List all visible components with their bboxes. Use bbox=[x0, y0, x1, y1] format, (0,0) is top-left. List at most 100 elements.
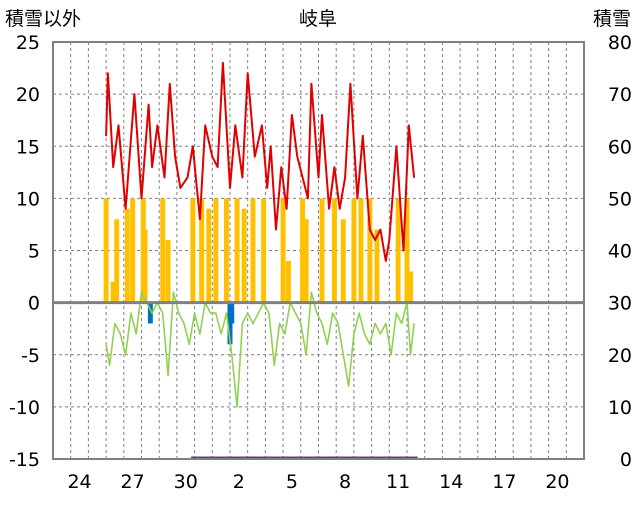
temperature-point bbox=[179, 187, 182, 189]
temperature_change-point bbox=[247, 312, 249, 314]
precipitation-bar bbox=[114, 219, 120, 303]
temperature_change-point bbox=[369, 343, 371, 345]
temperature-point bbox=[344, 176, 346, 179]
precipitation-bar bbox=[367, 198, 373, 303]
temperature-point bbox=[133, 93, 136, 95]
temperature_change-point bbox=[105, 343, 107, 345]
temperature-point bbox=[140, 197, 143, 199]
y-tick-left: -5 bbox=[21, 345, 40, 367]
temperature-point bbox=[151, 166, 153, 168]
temperature-point bbox=[186, 176, 189, 179]
temperature_change-point bbox=[231, 354, 233, 356]
temperature-point bbox=[247, 72, 249, 74]
temperature-point bbox=[413, 176, 415, 179]
temperature-point bbox=[222, 62, 224, 64]
temperature_change-point bbox=[390, 354, 392, 356]
precipitation-bar bbox=[165, 240, 171, 303]
temperature-point bbox=[163, 176, 166, 179]
temperature_change-point bbox=[162, 312, 164, 314]
precipitation-bar bbox=[303, 219, 309, 303]
temperature-point bbox=[105, 135, 107, 137]
temperature-point bbox=[174, 156, 176, 158]
x-tick: 30 bbox=[174, 471, 198, 493]
temperature-point bbox=[379, 229, 382, 231]
x-tick: 17 bbox=[492, 471, 516, 493]
temperature-point bbox=[408, 124, 410, 126]
y-tick-right: 40 bbox=[608, 241, 632, 263]
precipitation-bar bbox=[190, 198, 196, 303]
temperature_change-point bbox=[130, 312, 132, 314]
temperature-point bbox=[199, 218, 201, 220]
temperature-point bbox=[333, 166, 336, 168]
temperature-point bbox=[280, 166, 282, 168]
temperature-point bbox=[192, 145, 194, 147]
temperature-point bbox=[124, 208, 127, 210]
temperature_change-point bbox=[172, 291, 174, 293]
y-tick-right: 80 bbox=[608, 32, 632, 54]
precipitation-bar bbox=[395, 198, 401, 303]
temperature-point bbox=[369, 229, 371, 231]
y-tick-right: 60 bbox=[608, 136, 632, 158]
y-tick-right: 20 bbox=[608, 345, 632, 367]
x-tick: 5 bbox=[286, 471, 298, 493]
y-tick-right: 50 bbox=[608, 188, 632, 210]
temperature_change-point bbox=[326, 343, 328, 345]
temperature-point bbox=[402, 249, 405, 252]
temperature_change-point bbox=[215, 312, 217, 314]
y-tick-right: 0 bbox=[620, 449, 632, 471]
x-axis-ticks: 24 27 30 2 5 8 11 14 17 20 bbox=[67, 471, 569, 493]
y-axis-left-label: 積雪以外 bbox=[5, 8, 81, 30]
temperature-point bbox=[169, 83, 171, 85]
temperature-point bbox=[317, 176, 320, 179]
y-tick-left: 5 bbox=[28, 241, 40, 263]
x-tick: 11 bbox=[386, 471, 410, 493]
y-tick-left: 20 bbox=[16, 84, 40, 106]
temperature_change-point bbox=[194, 312, 196, 314]
temperature_change-line bbox=[105, 291, 415, 408]
temperature_change-point bbox=[241, 322, 243, 325]
temperature-point bbox=[291, 114, 293, 116]
y-tick-left: 0 bbox=[28, 293, 40, 315]
temperature-point bbox=[307, 197, 309, 199]
precipitation-bar bbox=[160, 198, 166, 303]
temperature-point bbox=[234, 124, 236, 126]
temperature-point bbox=[310, 83, 313, 85]
temperature_change-point bbox=[109, 364, 111, 366]
precipitation-bar bbox=[213, 198, 219, 303]
temperature-point bbox=[211, 156, 213, 158]
temperature_change-point bbox=[183, 322, 185, 325]
precipitation-bar bbox=[142, 229, 148, 303]
temperature-point bbox=[261, 124, 263, 126]
temperature_change-point bbox=[151, 312, 153, 314]
precipitation-bar bbox=[110, 281, 116, 303]
temperature_change-point bbox=[310, 291, 313, 293]
plot-border bbox=[52, 41, 585, 460]
temperature-point bbox=[385, 260, 387, 262]
temperature_change-point bbox=[353, 333, 355, 335]
y-tick-left: -10 bbox=[9, 397, 40, 419]
temperature_change-point bbox=[316, 312, 318, 314]
precipitation-bar bbox=[199, 198, 205, 303]
x-tick: 8 bbox=[339, 471, 351, 493]
temperature_change-point bbox=[220, 333, 222, 335]
precipitation-bar bbox=[206, 208, 212, 303]
temperature-point bbox=[117, 124, 120, 126]
precipitation-bar bbox=[374, 229, 380, 303]
y-tick-right: 30 bbox=[608, 293, 632, 315]
chart-title: 岐阜 bbox=[299, 8, 337, 30]
temperature-point bbox=[362, 135, 364, 137]
temperature_change-point bbox=[379, 333, 382, 335]
precipitation-bar bbox=[300, 198, 306, 303]
temperature_change-point bbox=[273, 364, 275, 366]
temperature_change-point bbox=[114, 322, 116, 325]
temperature_change-point bbox=[347, 385, 350, 387]
temperature-point bbox=[217, 166, 219, 168]
x-tick: 14 bbox=[439, 471, 463, 493]
temperature_change-point bbox=[395, 312, 397, 314]
blue_marks-bar bbox=[147, 302, 153, 324]
temperature-point bbox=[147, 103, 150, 106]
y-tick-left: 10 bbox=[16, 188, 40, 210]
temperature_change-point bbox=[342, 354, 344, 356]
